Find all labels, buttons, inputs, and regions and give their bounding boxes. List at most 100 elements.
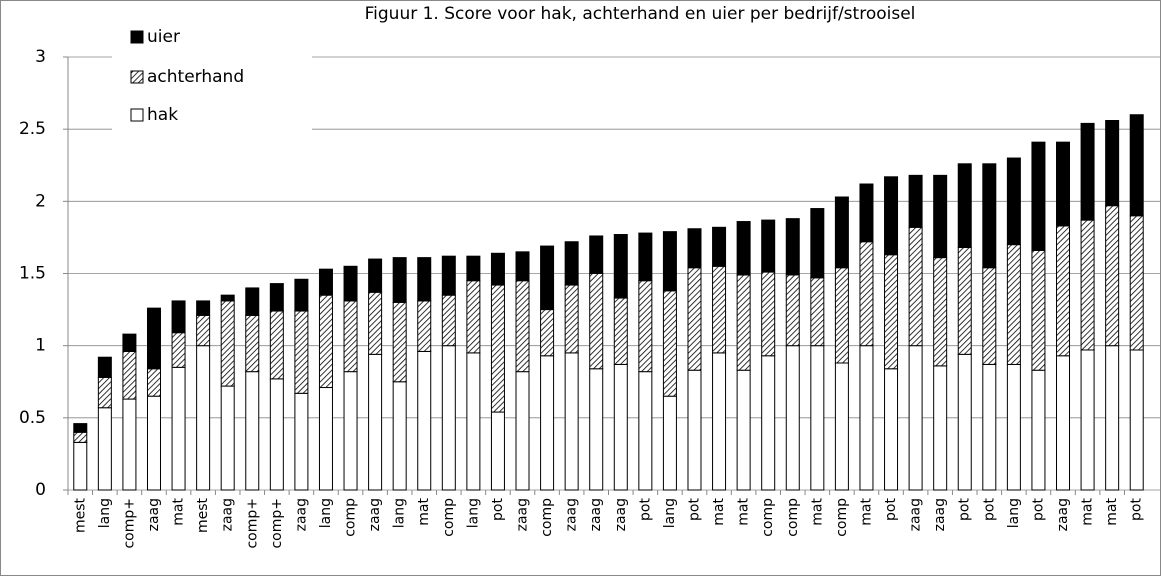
legend-swatch: [130, 108, 144, 122]
bar-segment: [343, 371, 358, 491]
bar-segment: [810, 277, 825, 347]
y-tick-label: 3: [35, 47, 46, 67]
bar-segment: [245, 314, 260, 373]
bar-segment: [859, 183, 874, 243]
y-tick-label: 0: [35, 480, 46, 500]
y-tick-label: 1: [35, 336, 46, 356]
x-tick-label: mat: [711, 498, 727, 526]
x-tick-label: mat: [736, 498, 752, 526]
bar-segment: [908, 174, 923, 228]
bar-segment: [687, 228, 702, 269]
bar-segment: [73, 441, 88, 491]
bar-segment: [122, 333, 137, 352]
bar-segment: [1105, 205, 1120, 347]
bar-segment: [171, 366, 186, 491]
bar-segment: [736, 221, 751, 276]
bar-segment: [1105, 345, 1120, 491]
x-tick-label: lang: [392, 498, 408, 528]
y-tick-label: 2: [35, 191, 46, 211]
bar-segment: [613, 363, 628, 491]
bar-segment: [466, 255, 481, 282]
bar-segment: [318, 387, 333, 491]
bar-segment: [884, 368, 899, 491]
bar-segment: [884, 254, 899, 370]
bar-segment: [982, 163, 997, 269]
x-tick-label: pot: [1030, 498, 1046, 521]
chart-title: Figuur 1. Score voor hak, achterhand en …: [365, 4, 916, 24]
x-tick-label: pot: [1129, 498, 1145, 521]
bar-segment: [392, 257, 407, 303]
bar-segment: [810, 345, 825, 491]
bar-segment: [73, 431, 88, 443]
bar-segment: [417, 350, 432, 491]
x-tick-label: comp: [441, 498, 457, 537]
bars: [73, 114, 1144, 491]
bar-segment: [785, 218, 800, 276]
x-tick-label: pot: [637, 498, 653, 521]
x-tick-label: mat: [1104, 498, 1120, 526]
x-tick-label: lang: [662, 498, 678, 528]
bar-segment: [97, 376, 112, 409]
bar-segment: [318, 268, 333, 296]
bar-segment: [1006, 244, 1021, 365]
bar-segment: [1006, 157, 1021, 246]
bar-segment: [1129, 349, 1144, 491]
x-tick-label: zaag: [588, 498, 604, 531]
bar-segment: [392, 381, 407, 491]
x-tick-label: comp+: [121, 498, 137, 549]
bar-segment: [1080, 349, 1095, 491]
bar-segment: [712, 265, 727, 354]
bar-segment: [466, 280, 481, 354]
bar-segment: [540, 309, 555, 357]
x-tick-label: pot: [686, 498, 702, 521]
bar-segment: [540, 245, 555, 311]
x-tick-label: mest: [195, 498, 211, 534]
bar-segment: [736, 274, 751, 371]
bar-segment: [294, 392, 309, 491]
bar-segment: [122, 398, 137, 491]
bar-segment: [687, 267, 702, 371]
bar-segment: [146, 307, 161, 370]
bar-segment: [146, 395, 161, 491]
bar-segment: [392, 301, 407, 383]
x-tick-label: zaag: [515, 498, 531, 531]
bar-segment: [1056, 355, 1071, 491]
bar-segment: [1056, 225, 1071, 357]
bar-segment: [761, 219, 776, 273]
bar-segment: [564, 284, 579, 354]
y-tick-label: 0.5: [19, 408, 46, 428]
bar-segment: [785, 274, 800, 347]
x-tick-label: mat: [416, 498, 432, 526]
x-tick-label: comp: [760, 498, 776, 537]
bar-segment: [490, 284, 505, 413]
bar-segment: [933, 257, 948, 367]
x-tick-label: zaag: [220, 498, 236, 531]
x-tick-label: zaag: [613, 498, 629, 531]
legend-label: uier: [147, 27, 180, 47]
x-tick-label: pot: [981, 498, 997, 521]
x-tick-label: zaag: [367, 498, 383, 531]
bar-segment: [834, 267, 849, 364]
legend-label: hak: [147, 105, 178, 125]
bar-segment: [171, 332, 186, 368]
bar-segment: [834, 362, 849, 491]
bar-segment: [196, 345, 211, 491]
bar-segment: [613, 234, 628, 299]
bar-segment: [933, 174, 948, 259]
bar-segment: [220, 385, 235, 491]
y-tick-label: 1.5: [19, 264, 46, 284]
bar-segment: [859, 345, 874, 491]
bar-segment: [1031, 249, 1046, 371]
bar-segment: [417, 300, 432, 352]
bar-segment: [638, 232, 653, 282]
bar-segment: [343, 265, 358, 302]
bar-segment: [662, 395, 677, 491]
bar-segment: [933, 365, 948, 491]
x-tick-label: comp: [785, 498, 801, 537]
x-tick-label: pot: [490, 498, 506, 521]
bar-segment: [146, 368, 161, 397]
bar-segment: [368, 258, 383, 293]
bar-segment: [662, 290, 677, 397]
